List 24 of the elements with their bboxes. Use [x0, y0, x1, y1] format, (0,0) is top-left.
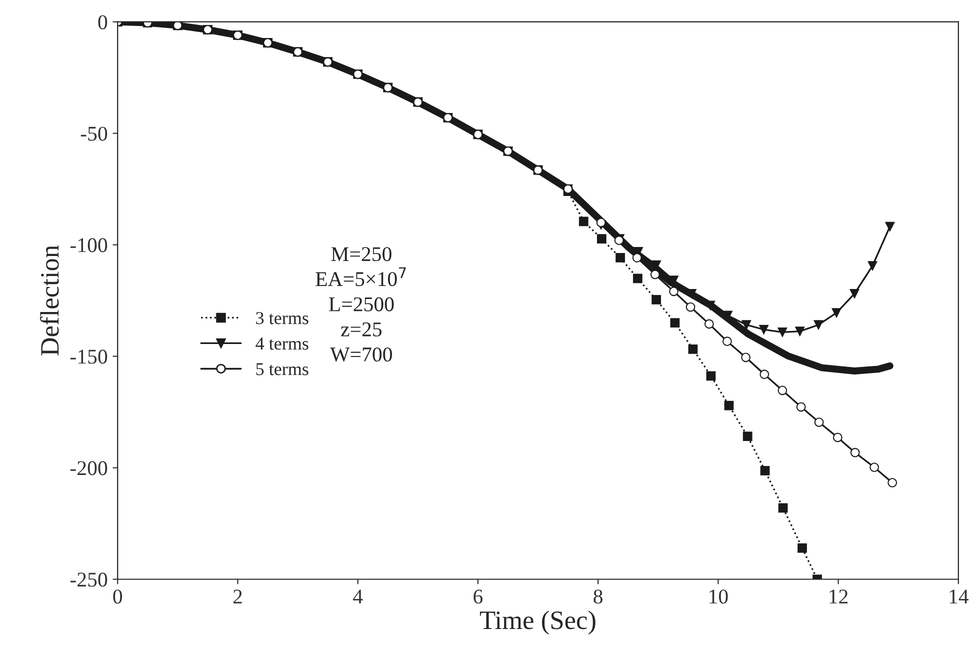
y-tick-label: -150 — [70, 350, 108, 364]
x-tick-label: 12 — [830, 590, 848, 604]
annotation: z=25 — [341, 322, 382, 336]
x-tick-label: 8 — [594, 590, 602, 604]
x-tick-label: 6 — [474, 590, 483, 604]
x-axis-title: Time (Sec) — [480, 610, 596, 635]
x-tick-label: 2 — [233, 590, 242, 604]
y-tick-label: -200 — [70, 461, 108, 476]
annotation: L=2500 — [328, 297, 394, 312]
x-tick-label: 14 — [950, 590, 968, 604]
y-tick-label: 0 — [98, 15, 108, 30]
x-tick-label: 10 — [710, 590, 728, 604]
y-tick-label: -100 — [70, 238, 108, 252]
annotation: EA=5×10$^{7}$ — [316, 267, 406, 286]
x-tick-label: 0 — [113, 590, 122, 604]
legend-label: 5 terms — [256, 363, 308, 376]
legend-label: 4 terms — [256, 338, 308, 350]
y-tick-label: -50 — [80, 126, 108, 141]
x-tick-label: 4 — [353, 590, 363, 604]
y-tick-label: -250 — [70, 572, 108, 587]
legend-label: 3 terms — [256, 312, 308, 324]
annotation: W=700 — [330, 347, 392, 362]
annotation: M=250 — [331, 247, 392, 262]
y-axis-title: Deflection — [40, 245, 59, 356]
